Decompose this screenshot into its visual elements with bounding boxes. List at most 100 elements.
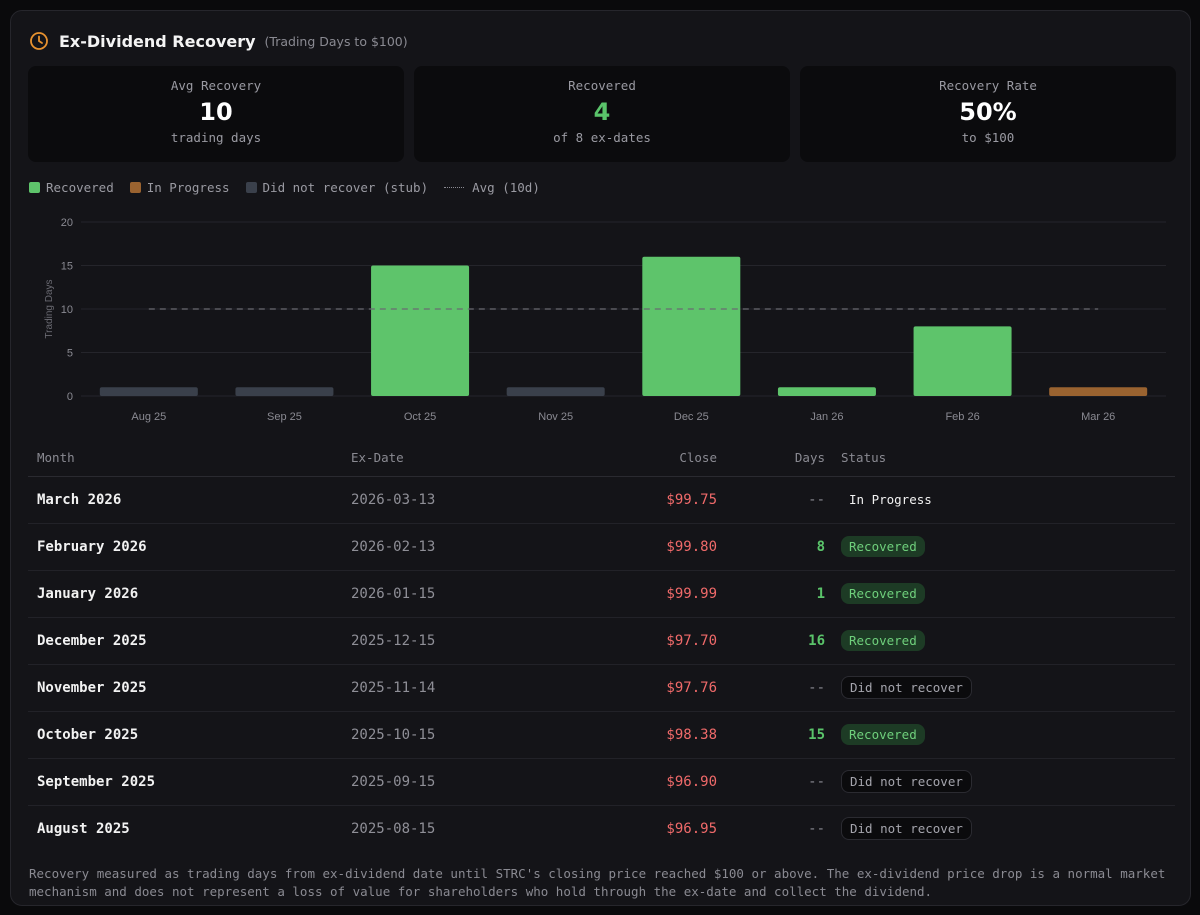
table-row: February 2026 2026-02-13 $99.80 8 Recovered <box>28 523 1175 571</box>
y-tick-label: 10 <box>61 304 73 316</box>
legend-label: Avg (10d) <box>472 180 540 195</box>
stat-value: 50% <box>959 98 1017 126</box>
status-badge: Recovered <box>841 724 925 745</box>
x-tick-label: Sep 25 <box>267 411 302 423</box>
status-badge: Recovered <box>841 630 925 651</box>
legend-label: Recovered <box>46 180 114 195</box>
legend-in-progress: In Progress <box>129 180 230 195</box>
table-row: November 2025 2025-11-14 $97.76 -- Did not r… <box>28 664 1175 712</box>
row-days: -- <box>717 476 825 524</box>
legend-swatch-stub <box>245 182 257 193</box>
status-badge: In Progress <box>849 492 932 507</box>
table-row: March 2026 2026-03-13 $99.75 -- In Progress <box>28 476 1175 524</box>
row-days: -- <box>717 758 825 806</box>
row-close: $98.38 <box>561 711 717 759</box>
col-month: Month <box>28 439 351 477</box>
legend-swatch-recovered <box>29 182 40 193</box>
row-close: $99.80 <box>561 523 717 571</box>
col-close: Close <box>561 439 717 477</box>
y-tick-label: 5 <box>67 348 73 360</box>
legend-swatch-in-progress <box>129 182 141 193</box>
stat-recovered: Recovered 4 of 8 ex-dates <box>414 66 790 162</box>
status-badge: Recovered <box>841 583 925 604</box>
row-close: $96.90 <box>561 758 717 806</box>
table-header-row: Month Ex-Date Close Days Status <box>28 439 1175 477</box>
row-days: 16 <box>717 617 825 665</box>
row-close: $99.75 <box>561 476 717 524</box>
row-status: Recovered <box>825 617 1175 665</box>
stat-label: Recovery Rate <box>939 78 1037 93</box>
x-tick-label: Dec 25 <box>674 411 709 423</box>
row-ex-date: 2025-12-15 <box>351 617 561 665</box>
row-status: Did not recover <box>825 758 1175 806</box>
row-month: December 2025 <box>28 617 351 665</box>
bar-mar-26 <box>1049 387 1148 396</box>
x-tick-label: Oct 25 <box>404 411 436 423</box>
legend-stub: Did not recover (stub) <box>245 180 429 195</box>
status-badge: Did not recover <box>841 770 972 793</box>
row-month: February 2026 <box>28 523 351 571</box>
table-row: September 2025 2025-09-15 $96.90 -- Did not … <box>28 758 1175 806</box>
row-ex-date: 2025-08-15 <box>351 820 436 837</box>
row-status: Recovered <box>825 523 1175 571</box>
stat-value: 10 <box>199 98 233 126</box>
table-row: December 2025 2025-12-15 $97.70 16 Recovered <box>28 617 1175 665</box>
x-tick-label: Mar 26 <box>1081 411 1115 423</box>
stat-sub: trading days <box>170 130 262 145</box>
row-status: Did not recover <box>825 805 1175 852</box>
recovery-table: Month Ex-Date Close Days Status March 20… <box>28 439 1175 852</box>
row-month: September 2025 <box>28 758 351 806</box>
table-row: August 2025 2025-08-15 $96.95 -- Did not rec… <box>28 805 1175 852</box>
col-status: Status <box>825 439 1175 477</box>
row-ex-date: 2025-11-14 <box>351 664 561 712</box>
x-tick-label: Aug 25 <box>131 411 166 423</box>
col-days: Days <box>717 439 825 477</box>
card-header: Ex-Dividend Recovery (Trading Days to $1… <box>29 29 408 53</box>
legend-label: Did not recover (stub) <box>262 180 429 195</box>
stat-label: Avg Recovery <box>170 78 262 93</box>
bar-feb-26 <box>913 326 1012 396</box>
bar-nov-25 <box>506 387 605 396</box>
row-ex-date: 2025-09-15 <box>351 758 561 806</box>
recovery-card: Ex-Dividend Recovery (Trading Days to $1… <box>10 10 1191 906</box>
card-title: Ex-Dividend Recovery <box>59 31 256 51</box>
stats-row: Avg Recovery 10 trading days Recovered 4… <box>28 66 1176 162</box>
y-tick-label: 15 <box>61 261 73 273</box>
row-ex-date: 2026-03-13 <box>351 476 561 524</box>
bar-oct-25 <box>371 265 470 396</box>
bar-dec-25 <box>642 256 741 396</box>
row-month: August 2025 <box>37 820 130 837</box>
stat-sub: of 8 ex-dates <box>553 130 651 145</box>
row-days: 8 <box>717 523 825 571</box>
stat-value: 4 <box>593 98 611 126</box>
stat-avg-recovery: Avg Recovery 10 trading days <box>28 66 404 162</box>
row-days: -- <box>808 820 825 837</box>
clock-icon <box>30 32 48 50</box>
row-days: 1 <box>717 570 825 618</box>
y-tick-label: 0 <box>67 391 73 403</box>
row-month: November 2025 <box>28 664 351 712</box>
row-close: $97.76 <box>561 664 717 712</box>
row-status: Recovered <box>825 570 1175 618</box>
stat-sub: to $100 <box>961 130 1015 145</box>
status-badge: Recovered <box>841 536 925 557</box>
row-ex-date: 2026-01-15 <box>351 570 561 618</box>
status-badge: Did not recover <box>841 817 972 841</box>
row-ex-date: 2025-10-15 <box>351 711 561 759</box>
recovery-bar-chart: 0 5 10 15 20 Trading Days Aug 25 Sep 25 Oct 25 No… <box>44 217 1166 423</box>
row-month: January 2026 <box>28 570 351 618</box>
bar-aug-25 <box>99 387 198 396</box>
col-ex-date: Ex-Date <box>351 439 561 477</box>
footnote: Recovery measured as trading days from e… <box>29 866 1166 899</box>
table-row: October 2025 2025-10-15 $98.38 15 Recovered <box>28 711 1175 759</box>
x-tick-label: Jan 26 <box>810 411 843 423</box>
row-days: -- <box>717 664 825 712</box>
x-tick-label: Feb 26 <box>945 411 979 423</box>
row-close: $96.95 <box>666 820 717 837</box>
status-badge: Did not recover <box>841 676 972 699</box>
legend-dash-avg <box>444 187 465 188</box>
row-status: Recovered <box>825 711 1175 759</box>
row-status: In Progress <box>825 476 1175 524</box>
card-subtitle: (Trading Days to $100) <box>264 33 408 49</box>
bar-jan-26 <box>777 387 876 396</box>
